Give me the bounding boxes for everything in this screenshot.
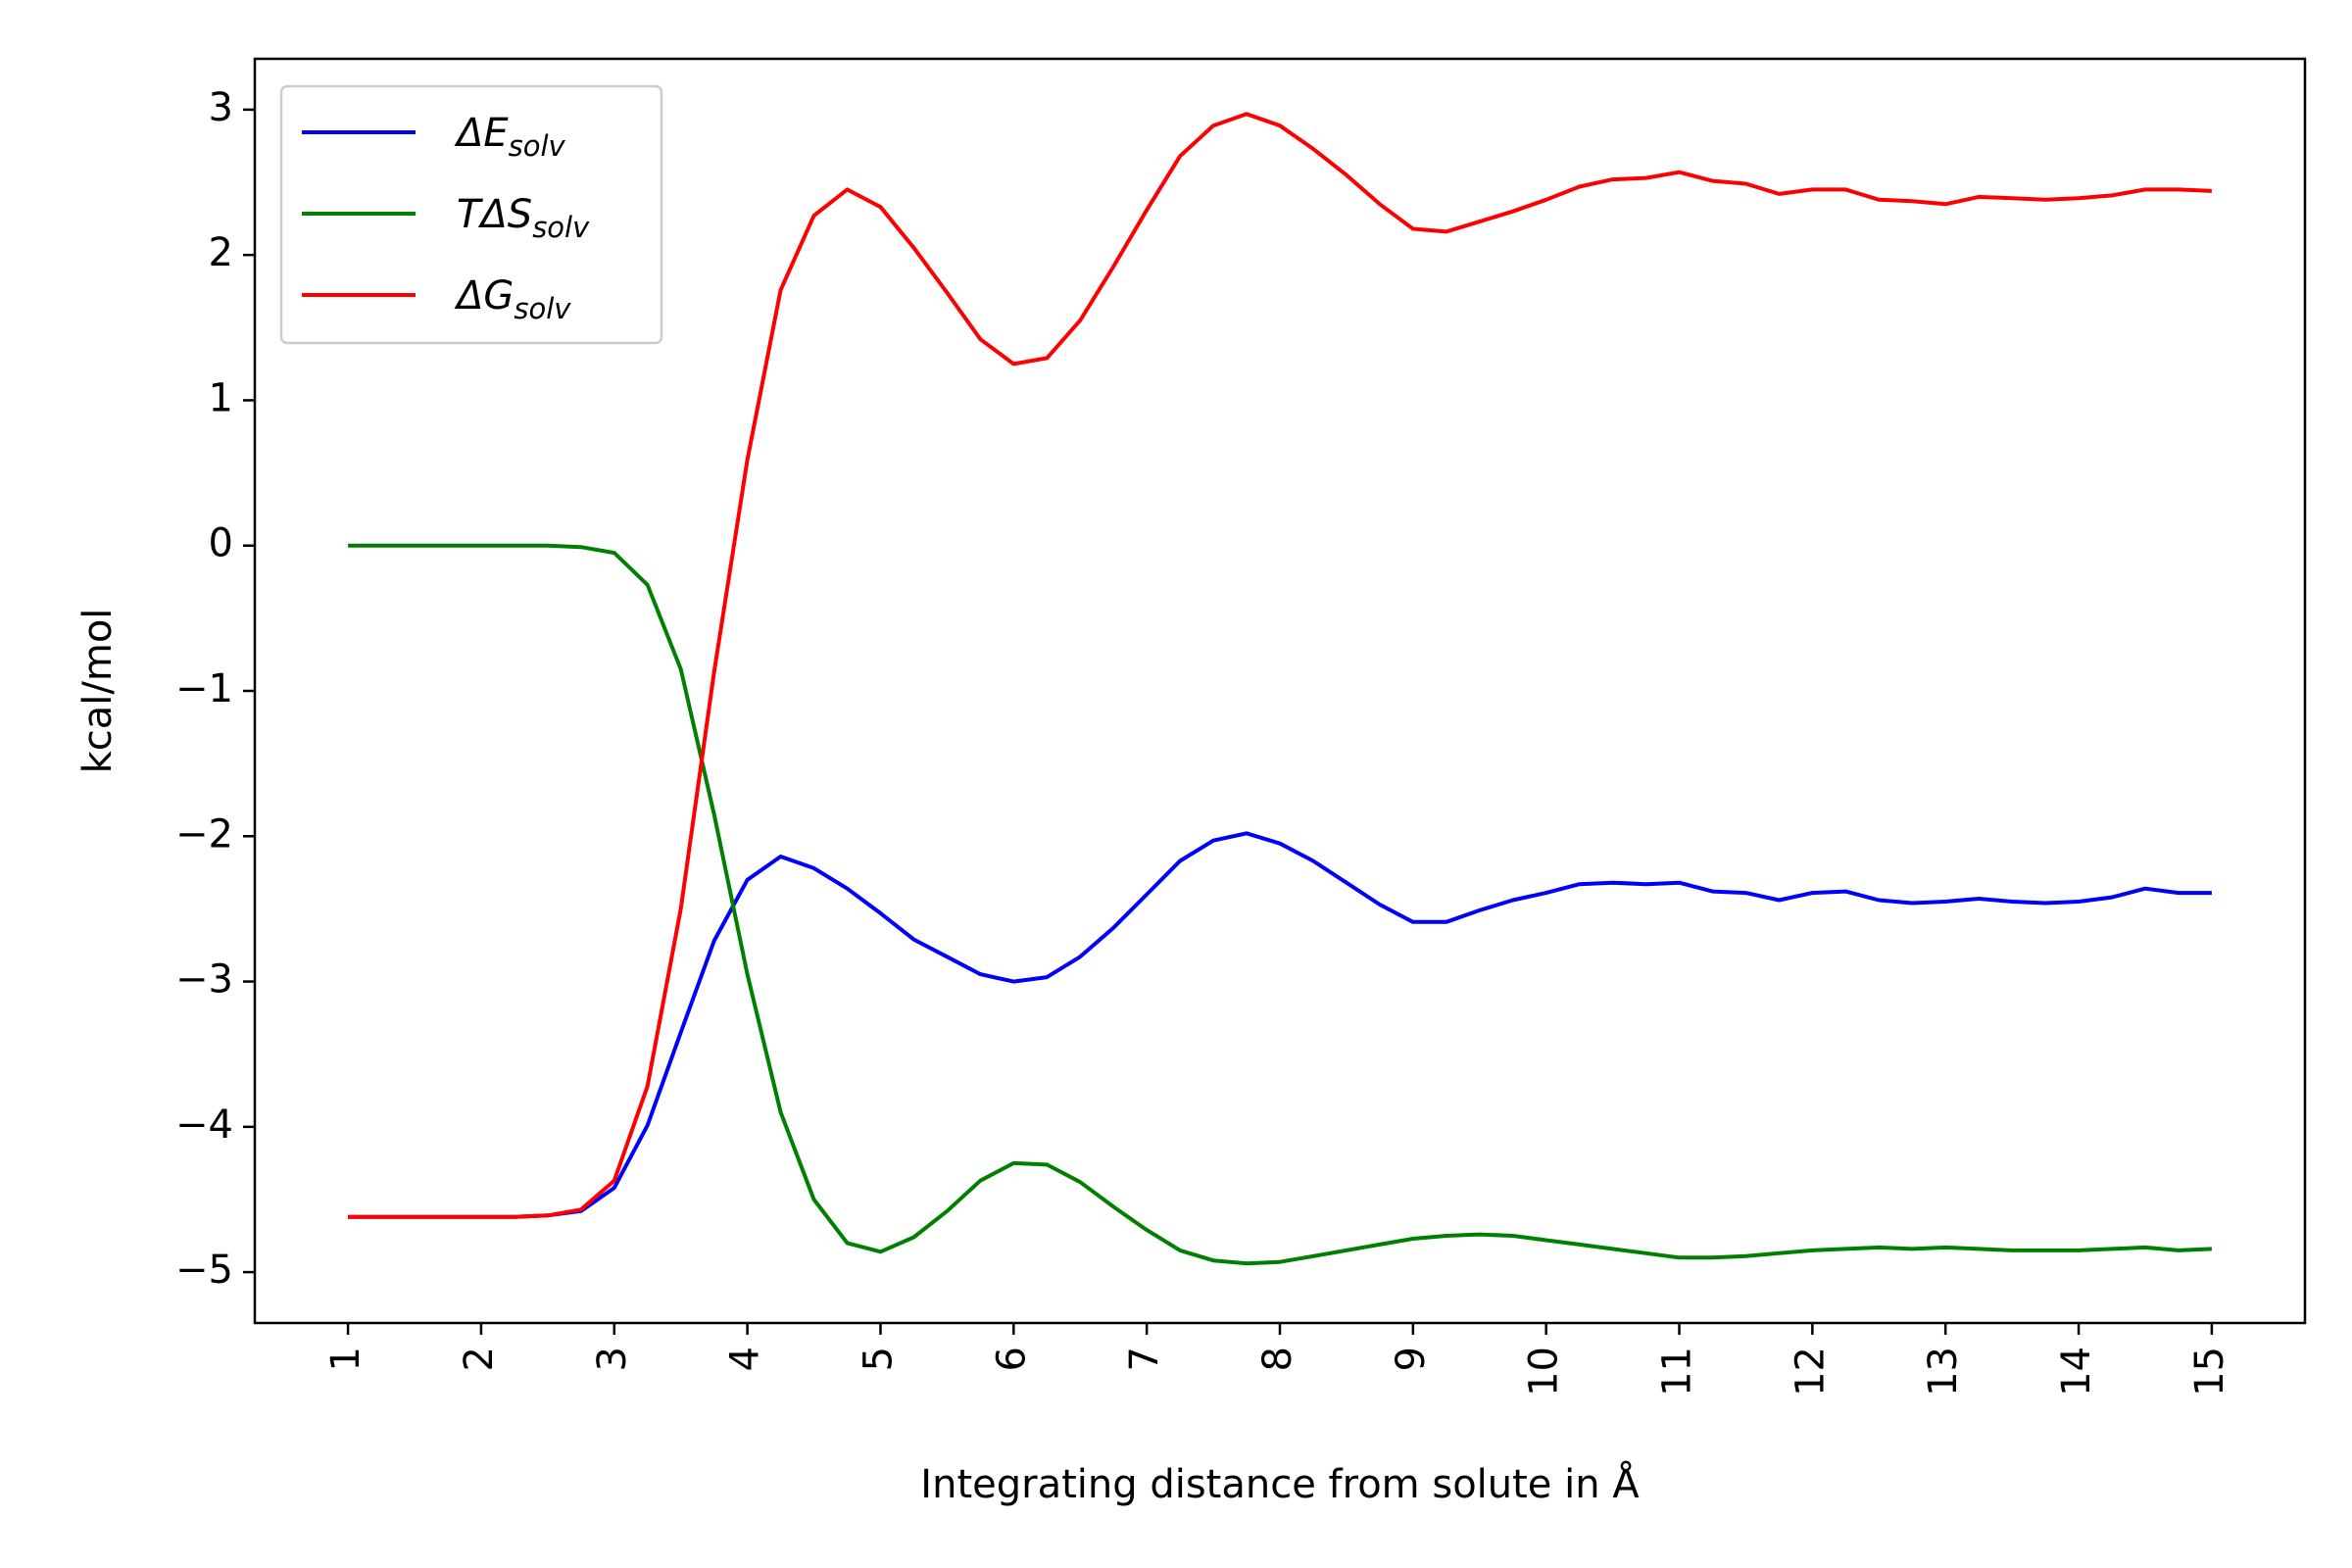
y-tick-label: 2	[209, 230, 233, 275]
x-tick-label: 9	[1389, 1347, 1434, 1371]
x-axis-label: Integrating distance from solute in Å	[920, 1460, 1640, 1507]
legend: ΔEsolv TΔSsolv ΔGsolv	[279, 84, 663, 345]
series-line-1	[348, 831, 2212, 1219]
y-tick-label: −5	[175, 1248, 233, 1293]
y-tick-label: −3	[175, 957, 233, 1003]
y-tick-label: −1	[175, 666, 233, 711]
x-tick-label: 3	[590, 1347, 635, 1371]
series-line-3	[348, 112, 2212, 1219]
x-tick-label: 12	[1788, 1347, 1833, 1396]
y-tick-label: 3	[209, 85, 233, 130]
y-tick-label: −4	[175, 1102, 233, 1148]
x-tick-label: 5	[856, 1347, 901, 1371]
x-tick-label: 15	[2187, 1347, 2232, 1396]
y-axis: 3 2 1 0 −1 −2 −3 −4 −5	[175, 85, 255, 1293]
legend-box	[279, 84, 663, 345]
legend-label-3: ΔGsolv	[454, 273, 571, 325]
x-tick-label: 6	[989, 1347, 1034, 1371]
x-tick-label: 4	[723, 1347, 768, 1371]
x-tick-label: 10	[1522, 1347, 1567, 1396]
series-layer	[348, 112, 2212, 1266]
y-tick-label: 0	[209, 521, 233, 566]
series-line-2	[348, 543, 2212, 1266]
x-tick-label: 8	[1255, 1347, 1300, 1371]
x-tick-label: 13	[1921, 1347, 1966, 1396]
x-tick-label: 1	[323, 1347, 368, 1371]
x-axis: 1 2 3 4 5 6 7 8 9 10 11 12 13 14 15	[323, 1323, 2232, 1396]
y-tick-label: 1	[209, 375, 233, 420]
x-tick-label: 2	[457, 1347, 502, 1371]
x-tick-label: 11	[1655, 1347, 1700, 1396]
y-axis-label: kcal/mol	[75, 609, 121, 774]
legend-label-2: TΔSsolv	[457, 192, 590, 244]
legend-label-1: ΔEsolv	[454, 111, 566, 163]
x-tick-label: 7	[1122, 1347, 1167, 1371]
y-tick-label: −2	[175, 811, 233, 857]
x-tick-label: 14	[2054, 1347, 2099, 1396]
